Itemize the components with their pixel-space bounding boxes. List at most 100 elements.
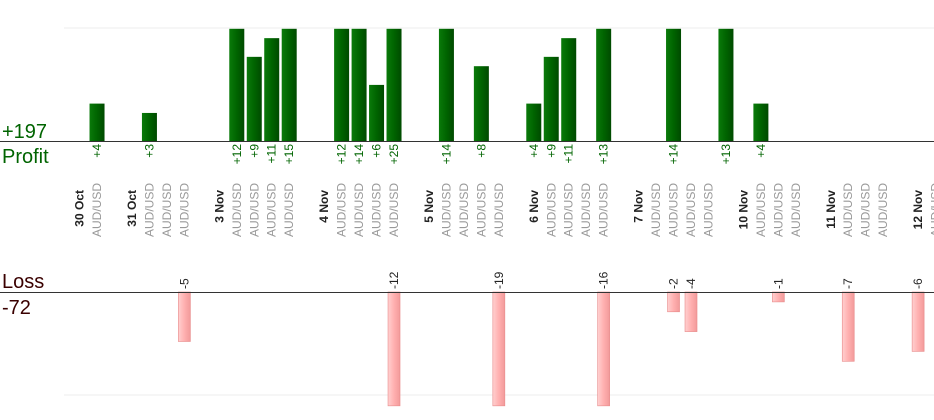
profit-value-label: +4 (90, 144, 104, 158)
date-label: 5 Nov (422, 190, 436, 223)
loss-value-label: -5 (177, 278, 191, 289)
instrument-label: AUD/USD (335, 183, 349, 237)
instrument-label: AUD/USD (684, 183, 698, 237)
instrument-label: AUD/USD (247, 183, 261, 237)
profit-bar (596, 28, 612, 141)
profit-bar (473, 66, 489, 141)
profit-value-label: +4 (754, 144, 768, 158)
loss-bar (597, 291, 610, 407)
profit-value-label: +9 (247, 144, 261, 158)
date-label: 10 Nov (736, 190, 750, 230)
loss-value-label: -19 (492, 271, 506, 289)
instrument-label: AUD/USD (649, 183, 663, 237)
date-label: 11 Nov (824, 190, 838, 229)
profit-total: +197 (2, 121, 48, 143)
instrument-label: AUD/USD (876, 183, 890, 237)
profit-value-label: +25 (387, 144, 401, 165)
instrument-label: AUD/USD (859, 183, 873, 237)
instrument-label: AUD/USD (771, 183, 785, 237)
instrument-label: AUD/USD (387, 183, 401, 237)
instrument-label: AUD/USD (841, 183, 855, 237)
loss-value-label: -1 (771, 278, 785, 289)
instrument-label: AUD/USD (701, 183, 715, 237)
loss-bar (178, 291, 191, 342)
instrument-label: AUD/USD (370, 183, 384, 237)
loss-label: Loss (2, 271, 45, 293)
profit-bar (229, 28, 245, 141)
loss-value-label: -7 (841, 278, 855, 289)
instrument-label: AUD/USD (597, 183, 611, 237)
profit-bar (246, 56, 262, 141)
loss-value-label: -4 (684, 278, 698, 289)
profit-bar (666, 28, 682, 141)
profit-value-label: +11 (562, 144, 576, 164)
date-label: 30 Oct (73, 190, 87, 227)
date-label: 6 Nov (527, 190, 541, 223)
instrument-label: AUD/USD (282, 183, 296, 237)
profit-bar (334, 28, 350, 141)
loss-bar (772, 291, 785, 303)
instrument-label: AUD/USD (177, 183, 191, 237)
profit-value-label: +6 (370, 144, 384, 158)
profit-bar (141, 112, 157, 141)
instrument-label: AUD/USD (474, 183, 488, 237)
instrument-label: AUD/USD (439, 183, 453, 237)
loss-bar (387, 291, 401, 407)
loss-value-label: -16 (597, 271, 611, 289)
profit-bar (264, 38, 280, 141)
date-label: 4 Nov (317, 190, 331, 223)
profit-bar (753, 103, 769, 141)
instrument-label: AUD/USD (754, 183, 768, 237)
instrument-label: AUD/USD (492, 183, 506, 237)
profit-bar (438, 28, 454, 141)
instrument-label: AUD/USD (142, 183, 156, 237)
loss-total: -72 (2, 297, 31, 319)
profit-value-label: +13 (719, 144, 733, 165)
instrument-label: AUD/USD (562, 183, 576, 237)
loss-bar (841, 291, 855, 362)
instrument-label: AUD/USD (90, 183, 104, 237)
profit-bar (718, 28, 734, 141)
profit-value-label: +15 (282, 144, 296, 165)
instrument-label: AUD/USD (789, 183, 803, 237)
instrument-label: AUD/USD (230, 183, 244, 237)
date-label: 12 Nov (911, 190, 925, 230)
profit-value-label: +12 (335, 144, 349, 165)
instrument-label: AUD/USD (457, 183, 471, 237)
instrument-label: AUD/USD (160, 183, 174, 237)
loss-bar (911, 291, 925, 352)
profit-value-label: +3 (142, 144, 156, 158)
profit-bar (351, 28, 367, 141)
profit-value-label: +14 (352, 144, 366, 165)
loss-bar (492, 291, 506, 407)
profit-value-label: +12 (230, 144, 244, 165)
profit-value-label: +14 (667, 144, 681, 165)
profit-bar (281, 28, 297, 141)
date-label: 31 Oct (125, 190, 139, 227)
loss-bar (667, 291, 680, 313)
profit-label: Profit (2, 146, 49, 168)
loss-value-label: -6 (911, 278, 925, 289)
profit-bar (386, 28, 402, 141)
instrument-label: AUD/USD (667, 183, 681, 237)
profit-value-label: +4 (527, 144, 541, 158)
profit-value-label: +8 (474, 144, 488, 158)
profit-bar (369, 84, 385, 141)
loss-value-label: -2 (667, 278, 681, 289)
date-label: 7 Nov (632, 190, 646, 223)
profit-value-label: +11 (265, 144, 279, 164)
instrument-label: AUD/USD (579, 183, 593, 237)
profit-bar (561, 38, 577, 141)
instrument-label: AUD/USD (544, 183, 558, 237)
instrument-label: AUD/USD (265, 183, 279, 237)
date-label: 3 Nov (212, 190, 226, 223)
profit-bar (543, 56, 559, 141)
profit-value-label: +14 (439, 144, 453, 165)
profit-bar (89, 103, 105, 141)
loss-value-label: -12 (387, 271, 401, 289)
instrument-label: AUD/USD (929, 183, 934, 237)
profit-bar (526, 103, 542, 141)
instrument-label: AUD/USD (352, 183, 366, 237)
profit-value-label: +9 (544, 144, 558, 158)
